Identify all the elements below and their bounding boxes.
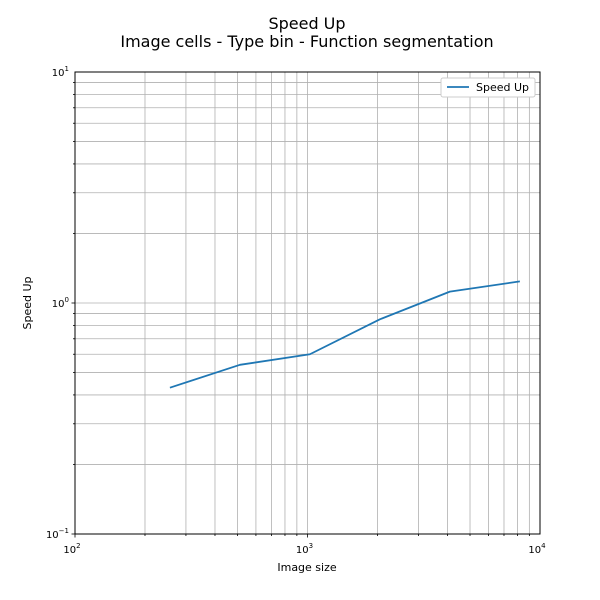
legend-label: Speed Up: [476, 81, 529, 94]
y-tick-exponent: −1: [59, 527, 69, 535]
legend: Speed Up: [440, 77, 536, 98]
y-tick-exponent: 0: [65, 296, 69, 304]
legend-box: [440, 77, 536, 98]
y-axis-label: Speed Up: [21, 276, 34, 329]
x-tick-exponent: 2: [76, 542, 80, 550]
x-tick-exponent: 3: [309, 542, 313, 550]
series-line: [169, 280, 520, 389]
series-layer: [169, 280, 520, 389]
chart-subtitle: Image cells - Type bin - Function segmen…: [120, 32, 493, 51]
grid: [74, 72, 540, 535]
plot-frame: [74, 71, 541, 535]
x-axis-label: Image size: [277, 561, 337, 574]
x-tick-exponent: 4: [541, 542, 546, 550]
y-tick-exponent: 1: [65, 65, 69, 73]
chart-title: Speed Up: [268, 14, 345, 33]
